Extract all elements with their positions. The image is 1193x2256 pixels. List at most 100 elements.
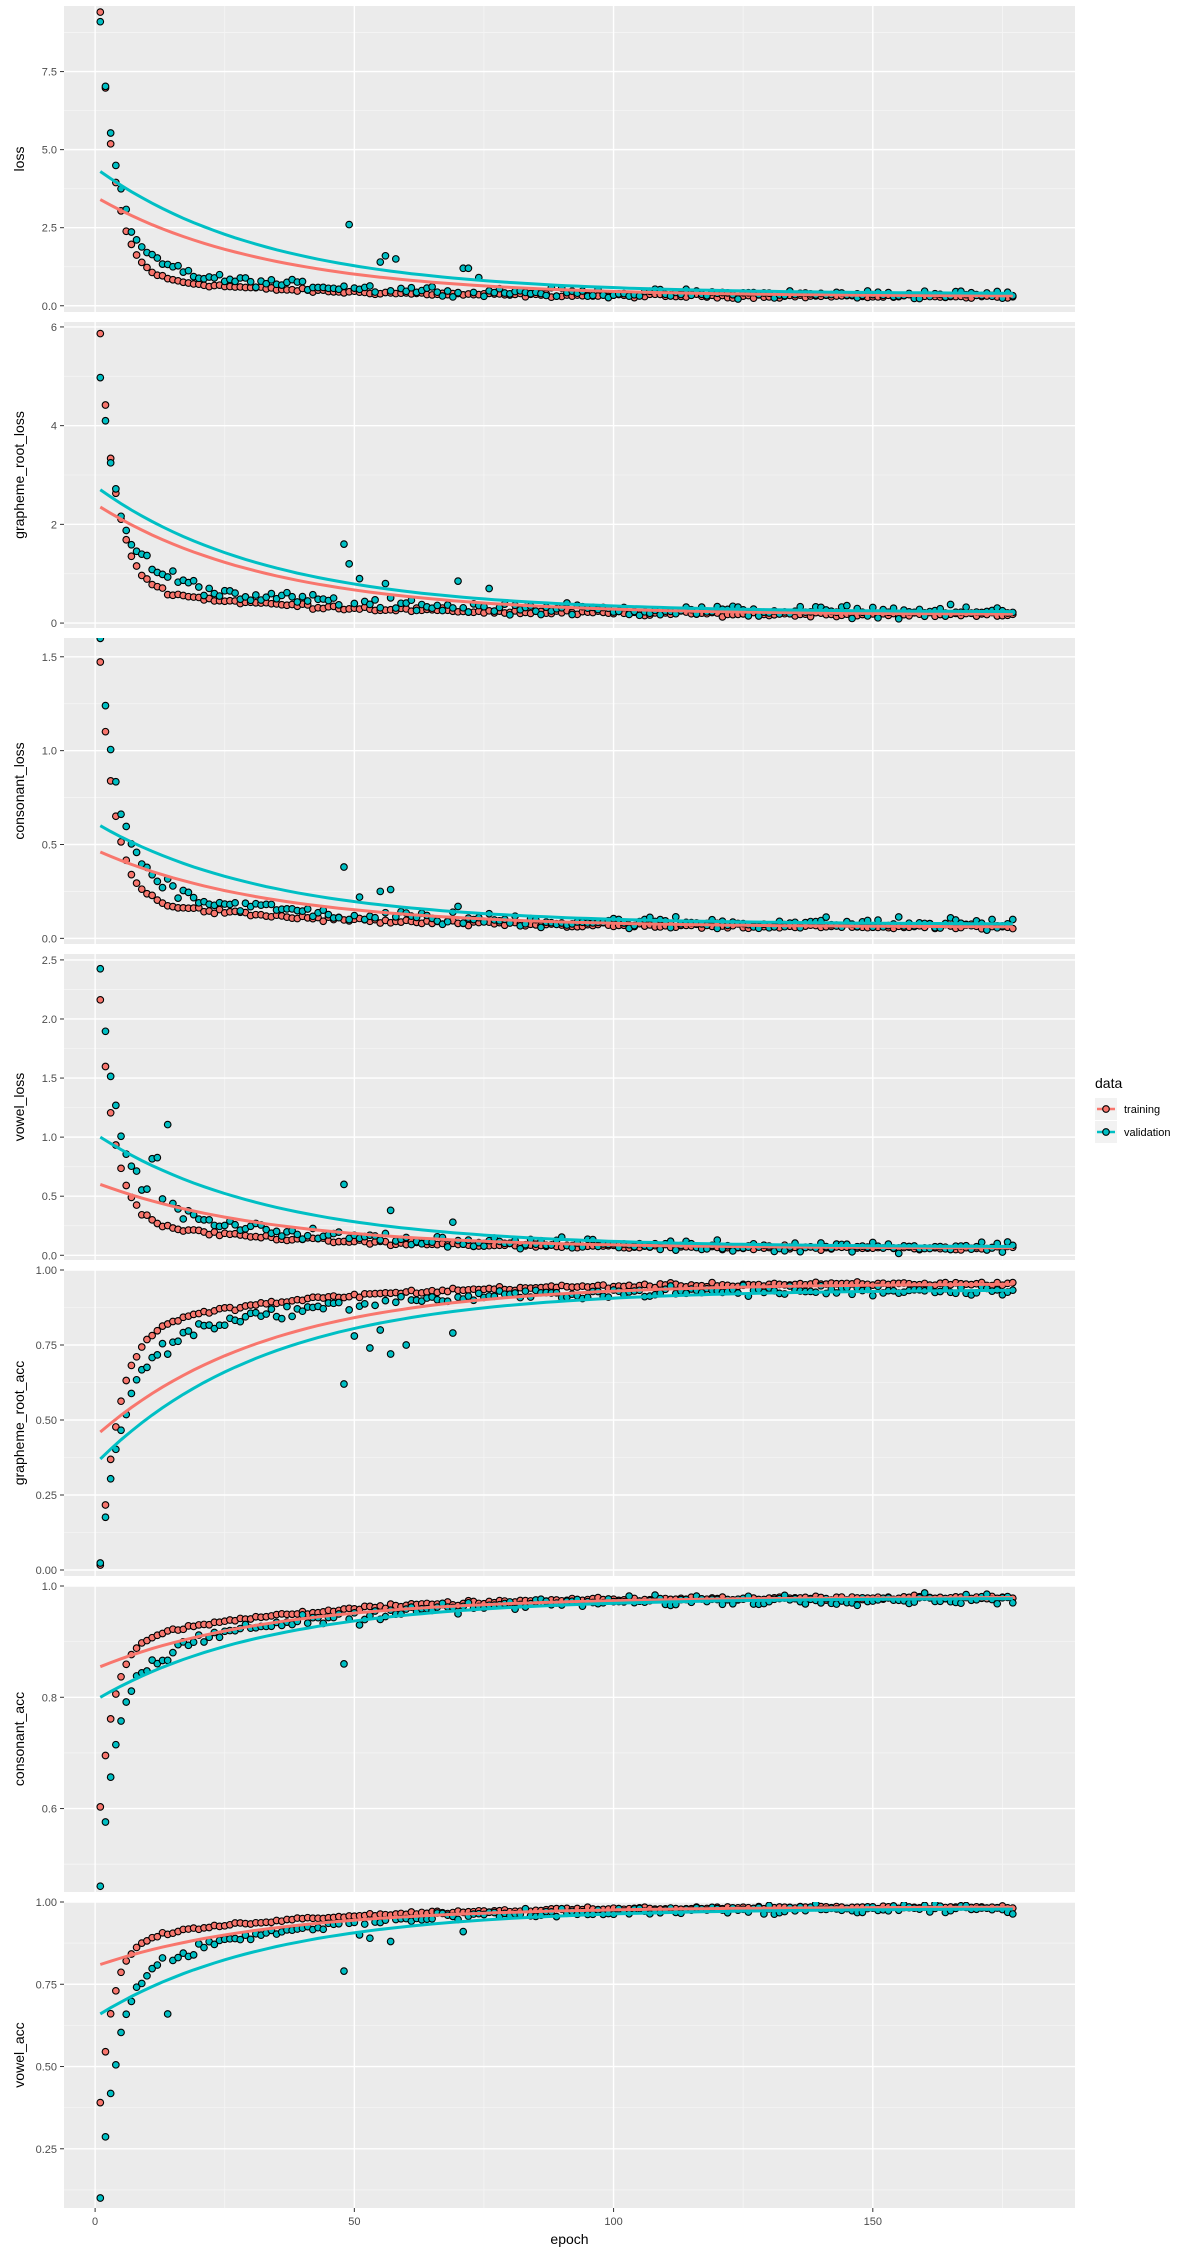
validation-point [1008, 915, 1017, 924]
panel-grapheme_root_loss: 0 2 4 6 grapheme_root_loss [11, 322, 1075, 630]
training-point [143, 575, 151, 583]
panel-marks [96, 329, 1017, 623]
validation-point [552, 292, 561, 301]
validation-point [179, 1215, 188, 1223]
validation-point [215, 270, 224, 279]
validation-point [376, 258, 385, 266]
validation-point [459, 603, 468, 612]
validation-point [132, 848, 141, 857]
validation-point [469, 288, 478, 297]
validation-point [371, 288, 379, 296]
validation-point [96, 1882, 105, 1891]
validation-point [448, 293, 457, 301]
training-point [106, 2009, 115, 2018]
validation-point [101, 1818, 110, 1826]
training-point [132, 562, 141, 570]
validation-point [433, 288, 442, 297]
validation-point [127, 1162, 136, 1171]
validation-point [480, 1242, 488, 1250]
y-tick-label: 0.6 [42, 1804, 57, 1816]
validation-point [464, 1292, 473, 1300]
validation-point [174, 261, 182, 270]
validation-point [231, 277, 239, 286]
y-axis-label: loss [11, 147, 27, 172]
validation-point [241, 899, 250, 908]
validation-point [822, 913, 830, 921]
training-point [106, 139, 115, 148]
validation-point [319, 1304, 328, 1313]
validation-point [153, 254, 162, 262]
validation-trend-line [99, 1135, 1013, 1248]
validation-point [117, 1132, 125, 1141]
training-point [174, 1317, 182, 1325]
training-point [153, 1932, 162, 1941]
y-tick-label: 0.75 [36, 1979, 57, 1991]
validation-point [205, 1321, 214, 1329]
y-tick-label: 5.0 [42, 145, 57, 157]
validation-point [366, 600, 374, 609]
validation-point [506, 610, 514, 619]
validation-point [957, 1599, 965, 1608]
validation-point [200, 591, 208, 600]
validation-point [340, 1967, 348, 1975]
validation-point [848, 1247, 856, 1256]
training-point [137, 571, 146, 580]
validation-point [350, 1332, 359, 1340]
validation-point [210, 1324, 219, 1333]
x-axis-label: epoch [550, 2231, 588, 2247]
training-point [153, 1326, 162, 1335]
training-trend-line [99, 850, 1013, 929]
validation-point [360, 1920, 369, 1928]
training-point [96, 329, 105, 338]
validation-point [267, 589, 276, 598]
validation-point [246, 277, 255, 286]
y-tick-label: 0.25 [36, 1490, 57, 1502]
validation-point [391, 1298, 400, 1307]
validation-point [345, 1306, 354, 1314]
validation-point [111, 484, 120, 493]
y-tick-label: 0.0 [42, 1250, 57, 1262]
training-point [117, 1164, 125, 1173]
validation-trend-line [99, 1907, 1013, 2016]
validation-point [962, 603, 970, 612]
validation-point [122, 822, 131, 831]
validation-point [267, 1305, 276, 1313]
validation-point [521, 1287, 530, 1296]
validation-point [169, 567, 177, 575]
validation-point [169, 1648, 177, 1657]
validation-point [231, 1220, 239, 1229]
training-point [132, 1352, 141, 1361]
validation-point [340, 1380, 348, 1388]
validation-point [454, 288, 462, 297]
training-trend-line [99, 505, 1013, 616]
validation-point [101, 82, 110, 91]
validation-point [309, 590, 317, 599]
y-tick-label: 1.5 [42, 1073, 57, 1085]
validation-point [101, 1513, 110, 1522]
validation-point [262, 279, 271, 288]
validation-point [946, 600, 955, 609]
training-point [137, 258, 146, 267]
validation-point [143, 1363, 151, 1372]
y-tick-label: 2.0 [42, 1014, 57, 1026]
validation-point [355, 1621, 364, 1629]
validation-point [163, 1656, 172, 1665]
training-point [117, 1397, 125, 1406]
training-point [127, 552, 136, 561]
validation-point [402, 287, 411, 296]
validation-point [438, 606, 447, 615]
validation-point [651, 1591, 659, 1599]
training-point [106, 1455, 115, 1464]
training-point [148, 891, 156, 900]
validation-point [205, 1215, 214, 1224]
validation-point [117, 810, 125, 819]
validation-point [184, 888, 193, 897]
validation-point [174, 1337, 182, 1346]
validation-point [148, 1964, 156, 1973]
validation-point [366, 1344, 374, 1352]
panel-background [64, 954, 1075, 1260]
validation-point [163, 1120, 172, 1129]
validation-point [298, 592, 307, 601]
validation-point [96, 2194, 105, 2202]
validation-point [391, 255, 400, 263]
